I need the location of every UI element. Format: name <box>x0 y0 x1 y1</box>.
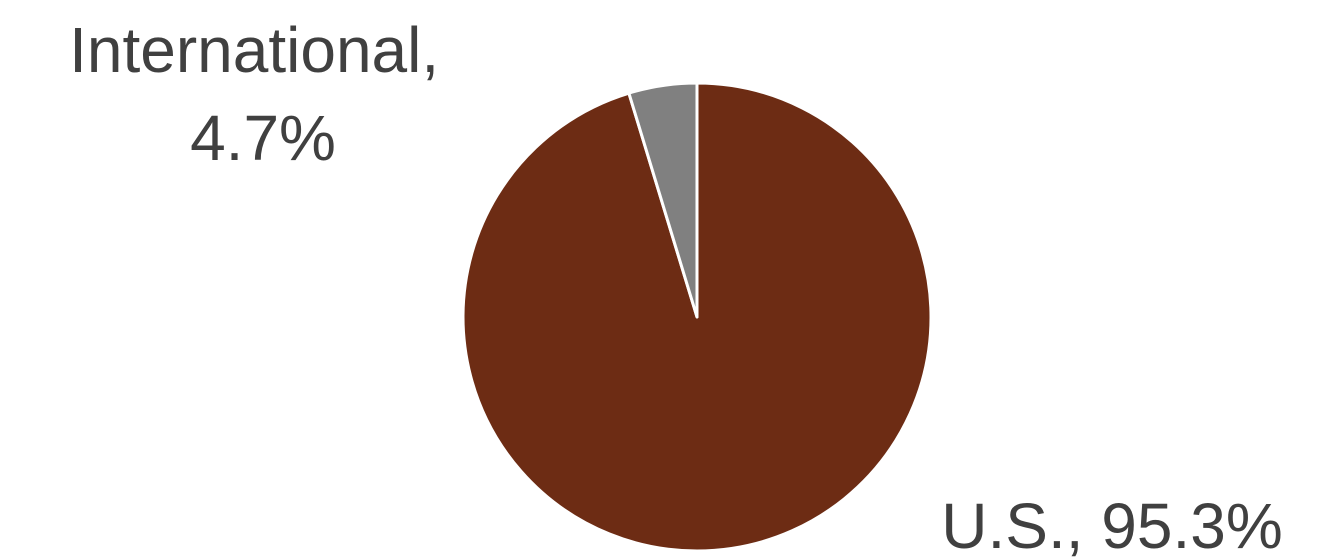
slice-label-international-line2: 4.7% <box>190 102 336 174</box>
slice-label-international: International, 4.7% <box>69 14 457 174</box>
slice-label-international-line1: International, <box>69 14 439 86</box>
slice-label-us: U.S., 95.3% <box>941 490 1283 560</box>
pie-slices <box>463 83 931 551</box>
